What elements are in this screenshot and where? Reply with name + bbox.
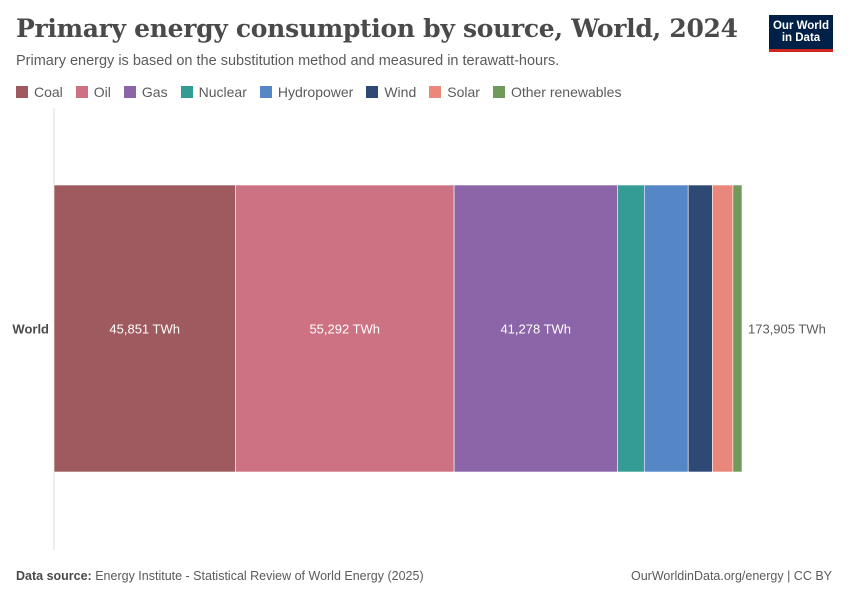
legend-item-oil[interactable]: Oil	[75, 84, 111, 100]
credit-link[interactable]: OurWorldinData.org/energy | CC BY	[630, 569, 832, 583]
bar-segment-nuclear[interactable]	[617, 184, 645, 473]
data-source-label: Data source:	[16, 569, 92, 583]
bar-segment-wind[interactable]	[687, 184, 713, 473]
bar-label-gas: 41,278 TWh	[500, 322, 571, 337]
legend-label-solar: Solar	[447, 84, 480, 100]
bar-segments	[53, 184, 743, 473]
legend-item-gas[interactable]: Gas	[123, 84, 168, 100]
legend-item-other-renewables[interactable]: Other renewables	[492, 84, 622, 100]
legend-swatch-nuclear	[180, 86, 193, 98]
total-value-label: 173,905 TWh	[748, 322, 826, 337]
legend-swatch-solar	[429, 86, 442, 98]
chart-title: Primary energy consumption by source, Wo…	[16, 14, 738, 43]
bar-segment-coal[interactable]	[53, 184, 236, 473]
legend: Coal Oil Gas Nuclear Hydropower Wind Sol…	[16, 84, 634, 100]
stacked-bar-chart: 45,851 TWh 55,292 TWh 41,278 TWh World 173…	[12, 108, 826, 550]
legend-label-wind: Wind	[384, 84, 417, 100]
bar-label-oil: 55,292 TWh	[309, 322, 380, 337]
legend-item-coal[interactable]: Coal	[16, 84, 63, 100]
data-source: Data source: Energy Institute - Statisti…	[16, 569, 424, 583]
category-label-world: World	[12, 322, 49, 337]
legend-swatch-gas	[123, 86, 136, 98]
bar-segment-hydropower[interactable]	[643, 184, 689, 473]
legend-item-wind[interactable]: Wind	[366, 84, 416, 100]
legend-label-nuclear: Nuclear	[198, 84, 247, 100]
legend-label-gas: Gas	[141, 84, 168, 100]
data-source-text[interactable]: Energy Institute - Statistical Review of…	[95, 569, 424, 583]
logo-line-1: Our World	[772, 20, 829, 32]
legend-label-oil: Oil	[93, 84, 111, 100]
legend-label-other-renewables: Other renewables	[510, 84, 622, 100]
bar-segment-other-renewables[interactable]	[732, 184, 743, 473]
legend-swatch-hydropower	[259, 86, 272, 98]
chart-subtitle: Primary energy is based on the substitut…	[16, 53, 560, 69]
bar-value-labels: 45,851 TWh 55,292 TWh 41,278 TWh	[109, 322, 571, 337]
legend-swatch-oil	[75, 86, 88, 98]
logo-line-2: in Data	[781, 32, 821, 44]
owid-logo[interactable]: Our World in Data	[769, 15, 833, 52]
legend-item-solar[interactable]: Solar	[429, 84, 480, 100]
bar-segment-gas[interactable]	[453, 184, 618, 473]
legend-label-hydropower: Hydropower	[277, 84, 354, 100]
legend-swatch-wind	[366, 86, 379, 98]
legend-item-hydropower[interactable]: Hydropower	[259, 84, 354, 100]
legend-swatch-other-renewables	[492, 86, 505, 98]
legend-swatch-coal	[16, 86, 28, 98]
bar-segment-solar[interactable]	[712, 184, 734, 473]
bar-label-coal: 45,851 TWh	[109, 322, 180, 337]
legend-label-coal: Coal	[34, 84, 63, 100]
legend-item-nuclear[interactable]: Nuclear	[180, 84, 247, 100]
